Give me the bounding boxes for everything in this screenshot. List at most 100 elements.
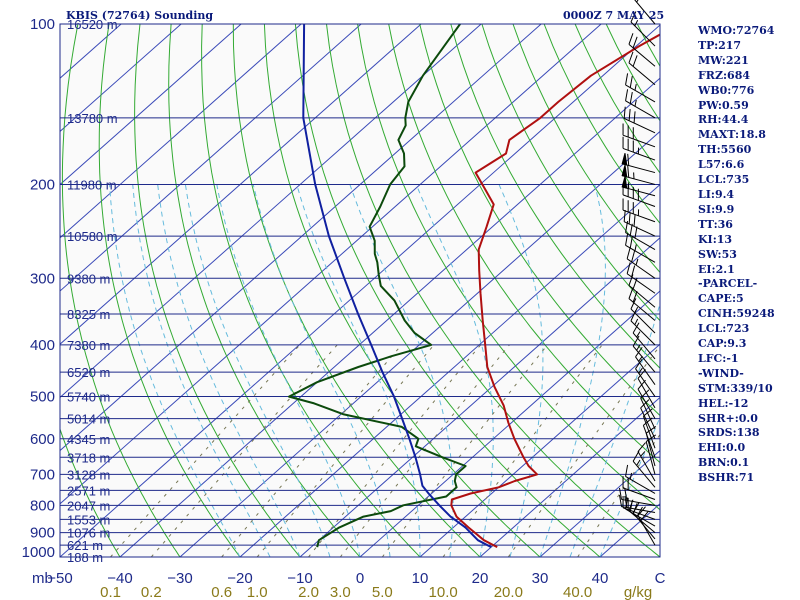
index-item: KI:13 <box>698 232 733 246</box>
moist-adiabat-line <box>539 184 606 557</box>
index-item: STM:339/10 <box>698 381 773 395</box>
wind-barb-staff <box>637 451 656 482</box>
moist-adiabat-line <box>157 184 301 557</box>
wind-barb-staff <box>635 356 656 385</box>
wind-barb-flag <box>625 233 629 246</box>
wind-barb-half-flag <box>636 459 641 466</box>
wind-barb-half-flag <box>634 244 637 251</box>
wind-barb-staff <box>630 320 656 346</box>
wind-barb-staff <box>625 84 656 103</box>
mixing-ratio-label: 40.0 <box>563 584 592 600</box>
index-item: LFC:-1 <box>698 351 739 365</box>
wind-barb <box>622 198 656 223</box>
wind-barb-flag <box>645 426 657 434</box>
wind-barb-staff <box>640 397 656 430</box>
index-item: MW:221 <box>698 53 749 67</box>
temperature-line <box>450 33 660 548</box>
height-label: 13780 m <box>67 111 118 126</box>
wind-barb-staff <box>634 0 656 25</box>
mixing-ratio-label: 5.0 <box>372 584 393 600</box>
wind-barb-flag <box>628 212 631 225</box>
parcel-line <box>302 24 492 548</box>
wind-barb <box>625 220 656 251</box>
wind-barb-flag <box>630 310 637 322</box>
wind-barb <box>632 450 656 488</box>
index-item: L57:6.6 <box>698 158 745 172</box>
mixing-ratio-label: 3.0 <box>330 584 351 600</box>
wind-barb-staff <box>622 175 656 185</box>
isotherm-line <box>60 24 660 557</box>
height-label: 1076 m <box>67 526 110 541</box>
wind-barb-half-flag <box>638 355 643 362</box>
temperature-tick-label: C <box>655 570 666 587</box>
wind-barb <box>635 358 656 397</box>
pressure-tick-label: 300 <box>30 270 55 287</box>
wind-barb-staff <box>623 221 656 237</box>
pressure-tick-label: 200 <box>30 176 55 193</box>
wind-barb <box>621 164 656 185</box>
isotherm-line <box>60 24 182 133</box>
mixing-ratio-label: 0.2 <box>141 584 162 600</box>
wind-barb-half-flag <box>636 0 639 3</box>
wind-barb-flag <box>645 434 657 443</box>
wind-barb <box>645 426 657 467</box>
wind-barb-staff <box>622 194 656 207</box>
wind-barb-flag <box>628 33 634 45</box>
wind-barb-half-flag <box>636 344 641 351</box>
wind-barb-flag <box>640 511 649 521</box>
mixing-ratio-label: 1.0 <box>247 584 268 600</box>
wind-barb-flag <box>628 287 634 299</box>
index-item: SRDS:138 <box>698 426 760 440</box>
wind-barb <box>626 247 656 279</box>
height-label: 4345 m <box>67 432 110 447</box>
wind-barb <box>623 210 656 237</box>
mixing-ratio-label: 2.0 <box>298 584 319 600</box>
index-item: TH:5560 <box>698 143 752 157</box>
wind-barb <box>628 274 656 308</box>
height-label: 11980 m <box>67 177 117 192</box>
wind-barb <box>645 434 657 475</box>
wind-barb <box>621 153 656 174</box>
wind-barb-flag <box>625 220 629 233</box>
isotherm-line <box>60 24 482 399</box>
pressure-tick-label: 600 <box>30 431 55 448</box>
wind-barb-staff <box>625 232 656 251</box>
wind-barb-flag <box>627 153 630 166</box>
wind-barb-flag <box>623 106 626 119</box>
wind-barb-staff <box>625 476 656 494</box>
wind-barb-flag <box>633 111 636 124</box>
wind-barb-flag <box>636 506 643 518</box>
pressure-tick-label: 1000 <box>22 544 55 561</box>
wind-barb-flag <box>626 247 631 259</box>
wind-barb-half-flag <box>634 83 637 91</box>
wind-barb-staff <box>628 285 656 308</box>
wind-barb-flag <box>632 36 638 49</box>
temperature-tick-label: −10 <box>287 570 312 587</box>
wind-barb-flag <box>625 497 629 510</box>
wind-barb <box>632 322 656 360</box>
index-item: -WIND- <box>698 366 744 380</box>
wind-barb-flag <box>631 250 636 263</box>
temperature-tick-label: 20 <box>472 570 489 587</box>
height-label: 3718 m <box>67 450 110 465</box>
wind-barb-staff <box>622 487 656 500</box>
wind-barb-staff <box>637 378 656 409</box>
wind-barb-staff <box>621 506 656 513</box>
mixing-ratio-label: 0.1 <box>100 584 121 600</box>
mixing-ratio-label: 10.0 <box>429 584 458 600</box>
isotherm-line <box>299 237 660 557</box>
wind-barb-staff <box>635 368 656 397</box>
wind-barb <box>635 346 656 385</box>
index-item: PW:0.59 <box>698 98 749 112</box>
wind-barb-flag <box>630 298 637 310</box>
moist-adiabat-line <box>252 184 391 557</box>
wind-barb-staff <box>645 433 656 467</box>
wind-barb-flag <box>628 51 634 64</box>
wind-barb-staff <box>622 163 656 174</box>
index-item: HEL:-12 <box>698 396 749 410</box>
wind-barb-flag <box>643 408 653 417</box>
wind-barb <box>634 0 656 25</box>
sounding-time: 0000Z 7 MAY 25 <box>563 9 665 22</box>
mixing-ratio-unit-label: g/kg <box>624 584 652 600</box>
